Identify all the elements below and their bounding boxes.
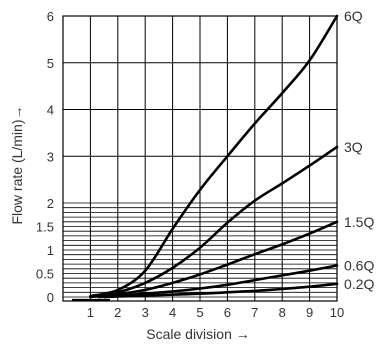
x-tick-label: 10	[330, 305, 344, 320]
curve-label-6Q: 6Q	[344, 8, 363, 24]
y-axis-title: Flow rate (L/min)→	[9, 105, 25, 224]
y-tick-labels: 0 0.5 1 1.5 2 3 4 5 6	[36, 9, 54, 305]
y-tick-label: 5	[47, 56, 54, 71]
y-tick-label: 6	[47, 9, 54, 24]
curve-0-6Q	[97, 264, 339, 299]
x-tick-label: 5	[196, 305, 203, 320]
curve-1-5Q	[89, 220, 339, 299]
x-tick-label: 8	[279, 305, 286, 320]
curve-label-3Q: 3Q	[344, 139, 363, 155]
curve-label-0-2Q: 0.2Q	[344, 276, 374, 292]
curve-labels: 6Q 3Q 1.5Q 0.6Q 0.2Q	[344, 8, 374, 292]
x-tick-label: 7	[251, 305, 258, 320]
y-tick-label: 3	[47, 149, 54, 164]
x-axis-title: Scale division →	[146, 326, 250, 342]
y-tick-label: 2	[47, 196, 54, 211]
y-tick-label: 0.5	[36, 267, 54, 282]
y-tick-label: 1.5	[36, 220, 54, 235]
y-tick-label: 4	[47, 103, 54, 118]
curve-3Q	[89, 145, 339, 298]
x-tick-label: 4	[169, 305, 176, 320]
x-tick-labels: 1 2 3 4 5 6 7 8 9 10	[87, 305, 344, 320]
x-tick-label: 2	[114, 305, 121, 320]
x-tick-label: 1	[87, 305, 94, 320]
x-tick-label: 6	[224, 305, 231, 320]
grid	[62, 15, 338, 302]
curve-label-1-5Q: 1.5Q	[344, 214, 374, 230]
x-tick-label: 3	[142, 305, 149, 320]
y-tick-label: 1	[47, 243, 54, 258]
curve-0-2Q	[102, 282, 339, 299]
x-tick-label: 9	[306, 305, 313, 320]
plot-border	[62, 15, 338, 302]
curve-6Q	[89, 14, 339, 298]
curve-label-0-6Q: 0.6Q	[344, 258, 374, 274]
curves	[72, 14, 339, 302]
y-tick-label: 0	[47, 290, 54, 305]
